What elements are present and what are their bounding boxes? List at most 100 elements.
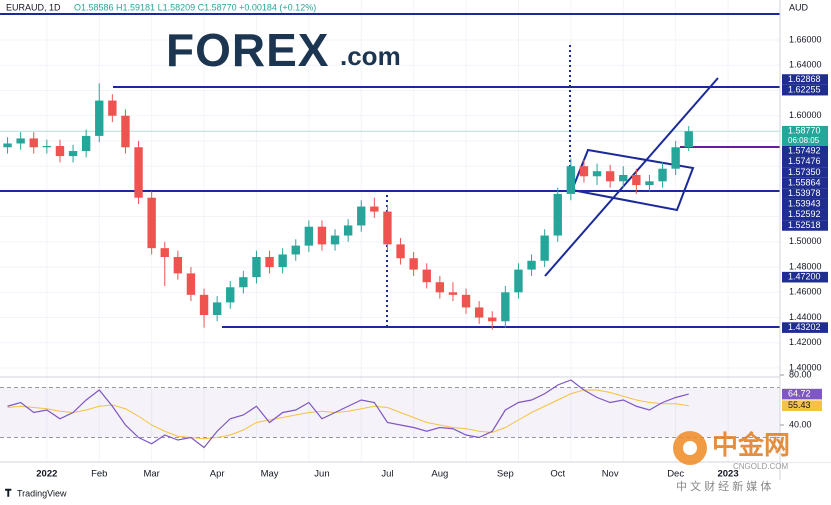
candle-body xyxy=(186,273,196,295)
candle-body xyxy=(252,256,261,278)
price-label: 1.57492 xyxy=(788,146,821,156)
candle-body xyxy=(461,294,471,308)
candle-body xyxy=(357,206,366,226)
price-label: 1.53978 xyxy=(788,188,821,198)
candle-body xyxy=(121,115,130,148)
rsi-tick-label: 80.00 xyxy=(789,369,812,379)
price-label-box xyxy=(782,209,828,221)
candle-body xyxy=(592,171,602,177)
price-label-box xyxy=(782,198,828,210)
trend-line xyxy=(544,77,719,277)
candle-body xyxy=(134,147,143,198)
candle-body xyxy=(212,302,222,316)
price-label: 1.58770 xyxy=(788,126,821,136)
logo-suffix: .com xyxy=(340,41,401,71)
candle-body xyxy=(383,211,392,245)
price-label: 1.52592 xyxy=(788,209,821,219)
x-tick-label: 2022 xyxy=(36,469,57,480)
candle-body xyxy=(396,244,405,259)
candle-body xyxy=(42,145,52,148)
y-tick-label: 1.50000 xyxy=(789,236,822,246)
price-label: 1.62255 xyxy=(788,85,821,95)
candle-body xyxy=(579,166,589,177)
candle-body xyxy=(55,145,65,157)
candle-body xyxy=(304,226,314,246)
watermark-name: 中金网 xyxy=(712,430,790,460)
axis-labels: 1.40000 1.42000 1.44000 1.46000 1.48000 1.500… xyxy=(780,34,828,429)
candle-body xyxy=(199,294,209,316)
y-tick-label: 1.44000 xyxy=(789,312,822,322)
price-label: 1.52518 xyxy=(788,220,821,230)
price-label: 1.57350 xyxy=(788,167,821,177)
x-tick-label: Aug xyxy=(431,469,448,480)
rsi-line xyxy=(7,389,689,440)
rsi-value-box xyxy=(782,388,822,400)
candle-body xyxy=(317,226,327,245)
candle-body xyxy=(265,256,274,268)
channel xyxy=(570,148,695,212)
x-tick-label: Nov xyxy=(602,469,619,480)
ohlc: O1.58586 H1.59181 L1.58209 C1.58770 +0.0… xyxy=(74,2,316,12)
logo-brand: FOREX xyxy=(166,24,329,76)
x-tick-label: Apr xyxy=(210,469,225,480)
price-label-box xyxy=(782,125,828,146)
price-label-box xyxy=(782,145,828,157)
candle-body xyxy=(566,166,576,194)
price-label: 1.43202 xyxy=(788,322,821,332)
price-label-box xyxy=(782,271,828,283)
candle-body xyxy=(448,292,458,295)
candle-body xyxy=(605,171,615,182)
rsi-value-box xyxy=(782,400,822,412)
rsi-panel xyxy=(0,379,780,449)
candle-body xyxy=(160,248,169,257)
x-tick-label: Oct xyxy=(550,469,565,480)
symbol: EURAUD, 1D xyxy=(6,2,61,12)
candle-body xyxy=(343,225,353,236)
candle-body xyxy=(68,151,78,157)
footer-brand: TradingView xyxy=(17,488,67,498)
price-label: 1.57476 xyxy=(788,156,821,166)
x-tick-label: 2023 xyxy=(717,469,738,480)
candle-body xyxy=(488,317,497,322)
candle-body xyxy=(435,282,445,293)
tv-icon: 𝐓 xyxy=(5,488,12,500)
candle-body xyxy=(553,193,562,236)
y-tick-label: 1.66000 xyxy=(789,34,822,44)
candle-body xyxy=(409,258,418,270)
watermark-tagline: 中 文 财 经 新 媒 体 xyxy=(676,479,771,493)
candle-body xyxy=(226,287,235,303)
price-label-box xyxy=(782,177,828,189)
y-tick-label: 1.42000 xyxy=(789,337,822,347)
price-label-box xyxy=(782,74,828,85)
candle-body xyxy=(422,269,431,283)
x-axis: 2022 Feb Mar Apr May Jun Jul Aug Sep Oct Nov Dec 202… xyxy=(36,469,738,480)
candle-body xyxy=(501,292,510,322)
y-tick-label: 1.60000 xyxy=(789,110,822,120)
candle-body xyxy=(658,168,667,182)
x-tick-label: Jul xyxy=(381,469,393,480)
candle-body xyxy=(540,235,549,261)
price-label: 1.53943 xyxy=(788,199,821,209)
candle-body xyxy=(173,256,183,274)
annotations xyxy=(0,13,780,330)
candle-body xyxy=(29,138,38,148)
price-label-box xyxy=(782,167,828,178)
candles xyxy=(3,83,693,330)
x-tick-label: Mar xyxy=(143,469,159,480)
candle-body xyxy=(239,277,248,288)
x-tick-label: Feb xyxy=(91,469,107,480)
y-tick-label: 1.64000 xyxy=(789,60,822,70)
currency: AUD xyxy=(789,2,809,12)
candle-body xyxy=(645,181,654,186)
candle-body xyxy=(474,307,484,318)
candle-body xyxy=(81,135,91,152)
price-label-box xyxy=(782,156,828,168)
price-label-time: 06:08:05 xyxy=(788,136,820,145)
y-tick-label: 1.40000 xyxy=(789,362,822,372)
x-tick-label: May xyxy=(261,469,279,480)
candle-body xyxy=(3,143,12,148)
watermark-site: CNGOLD.COM xyxy=(733,462,788,471)
candle-body xyxy=(330,235,340,245)
